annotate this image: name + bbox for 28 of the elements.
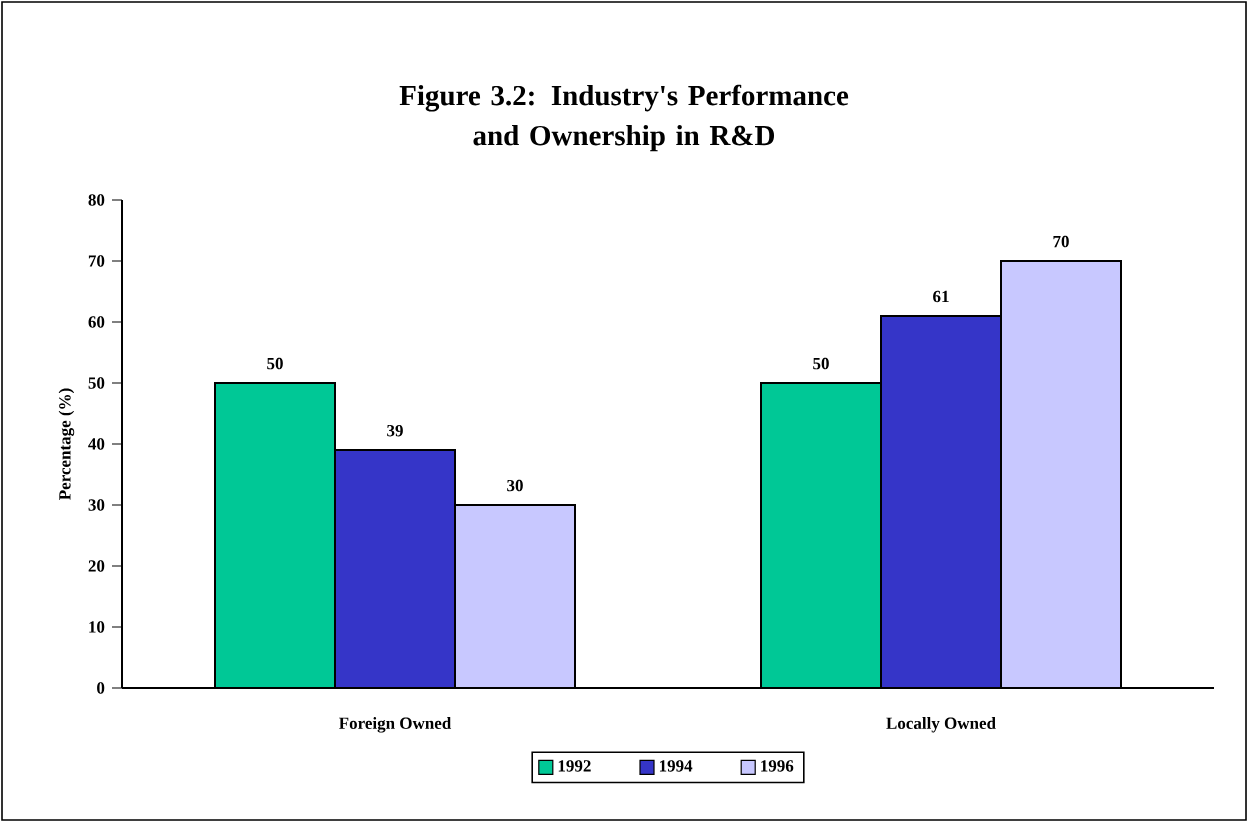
- y-tick-label: 30: [88, 499, 105, 511]
- data-label: 61: [933, 290, 949, 303]
- y-axis-title: Percentage (%): [58, 388, 75, 500]
- y-tick-label: 10: [89, 621, 105, 633]
- data-label: 39: [387, 425, 403, 437]
- bar: [215, 382, 335, 688]
- data-label: 50: [813, 357, 829, 370]
- y-tick-label: 70: [88, 255, 105, 267]
- legend-label: 1994: [659, 760, 693, 772]
- data-label: 70: [1053, 235, 1069, 248]
- chart-title: Figure 3.2: Industry's Performance and Ownership in R&D: [399, 84, 849, 152]
- data-label: 50: [267, 357, 283, 370]
- legend-label: 1992: [558, 760, 591, 772]
- x-tick-label: Locally Owned: [886, 717, 996, 733]
- y-tick-label: 60: [88, 316, 105, 328]
- bar: [335, 450, 455, 688]
- bar: [880, 314, 1003, 688]
- y-tick-label: 80: [88, 194, 105, 206]
- y-tick-label: 40: [88, 438, 105, 450]
- y-tick-label: 20: [88, 560, 105, 572]
- x-tick-label: Foreign Owned: [339, 717, 452, 733]
- data-label: 30: [507, 479, 523, 492]
- legend-label: 1996: [761, 760, 794, 772]
- bar: [760, 381, 883, 688]
- y-tick-label: 0: [97, 682, 105, 694]
- bar: [455, 504, 576, 688]
- y-tick-label: 50: [88, 377, 105, 389]
- bar: [1000, 259, 1123, 688]
